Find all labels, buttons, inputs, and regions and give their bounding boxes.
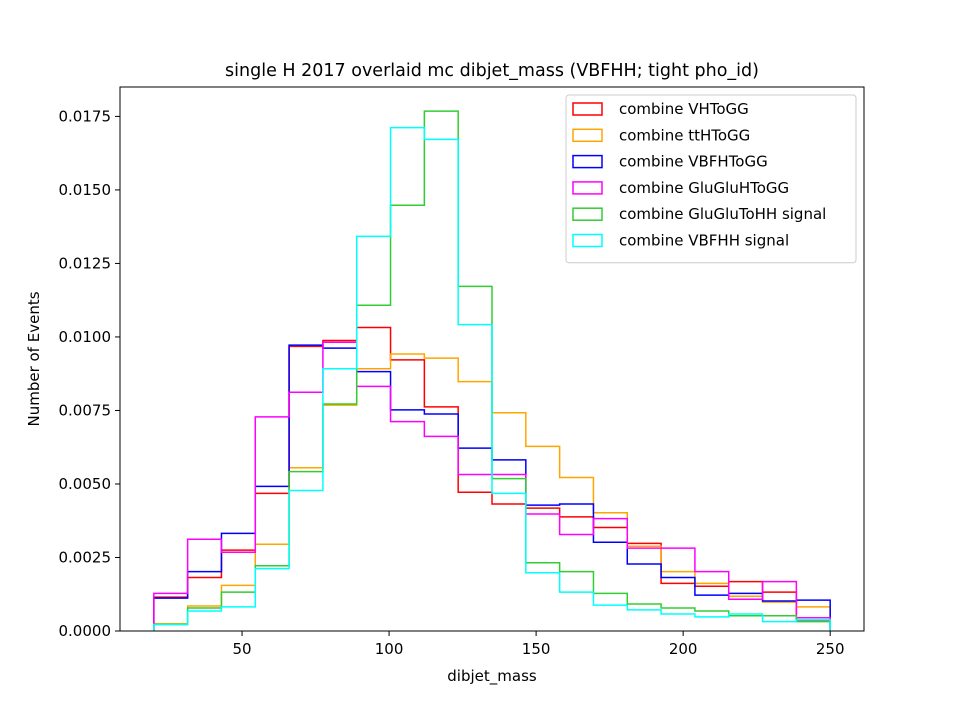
legend-swatch [572, 102, 603, 116]
y-tick-label: 0.0050 [59, 475, 112, 493]
histogram-series-4 [153, 341, 831, 631]
legend-entry-label: combine GluGluToHH signal [619, 205, 826, 223]
histogram-series-6 [153, 126, 831, 631]
x-tick-label: 250 [816, 640, 845, 658]
legend-box [565, 94, 857, 264]
legend-swatch [572, 128, 603, 143]
x-tick-label: 200 [669, 640, 698, 658]
plot-area [153, 110, 831, 631]
y-tick-label: 0.0000 [59, 622, 112, 640]
legend-entry-label: combine VBFHToGG [619, 153, 768, 171]
y-tick-label: 0.0025 [59, 548, 112, 566]
y-tick-label: 0.0125 [59, 254, 112, 272]
x-tick-label: 150 [522, 640, 551, 658]
y-tick-label: 0.0150 [59, 181, 112, 199]
y-tick-label: 0.0075 [59, 401, 112, 419]
legend-entry-label: combine VHToGG [619, 100, 749, 118]
axes-frame [119, 86, 865, 632]
legend-entry-label: combine VBFHH signal [619, 232, 789, 250]
x-axis-label: dibjet_mass [447, 667, 537, 686]
y-axis-label: Number of Events [25, 291, 43, 426]
chart-title: single H 2017 overlaid mc dibjet_mass (V… [225, 61, 759, 81]
legend-entry-label: combine ttHToGG [619, 126, 750, 144]
legend-entry-label: combine GluGluHToGG [619, 179, 789, 197]
x-tick-label: 100 [375, 640, 404, 658]
legend-swatch [572, 181, 603, 195]
y-tick-label: 0.0175 [59, 107, 112, 125]
x-tick-label: 50 [232, 640, 251, 658]
axes: 50 100 150 200 250 0.0000 0.0025 0.0050 0.0075 0.… [59, 86, 865, 658]
legend-swatch [572, 154, 603, 169]
legend-swatch [572, 233, 603, 248]
legend: combine VHToGG combine ttHToGG combine VBF… [565, 94, 857, 264]
y-tick-label: 0.0100 [59, 328, 112, 346]
legend-swatch [572, 207, 603, 221]
